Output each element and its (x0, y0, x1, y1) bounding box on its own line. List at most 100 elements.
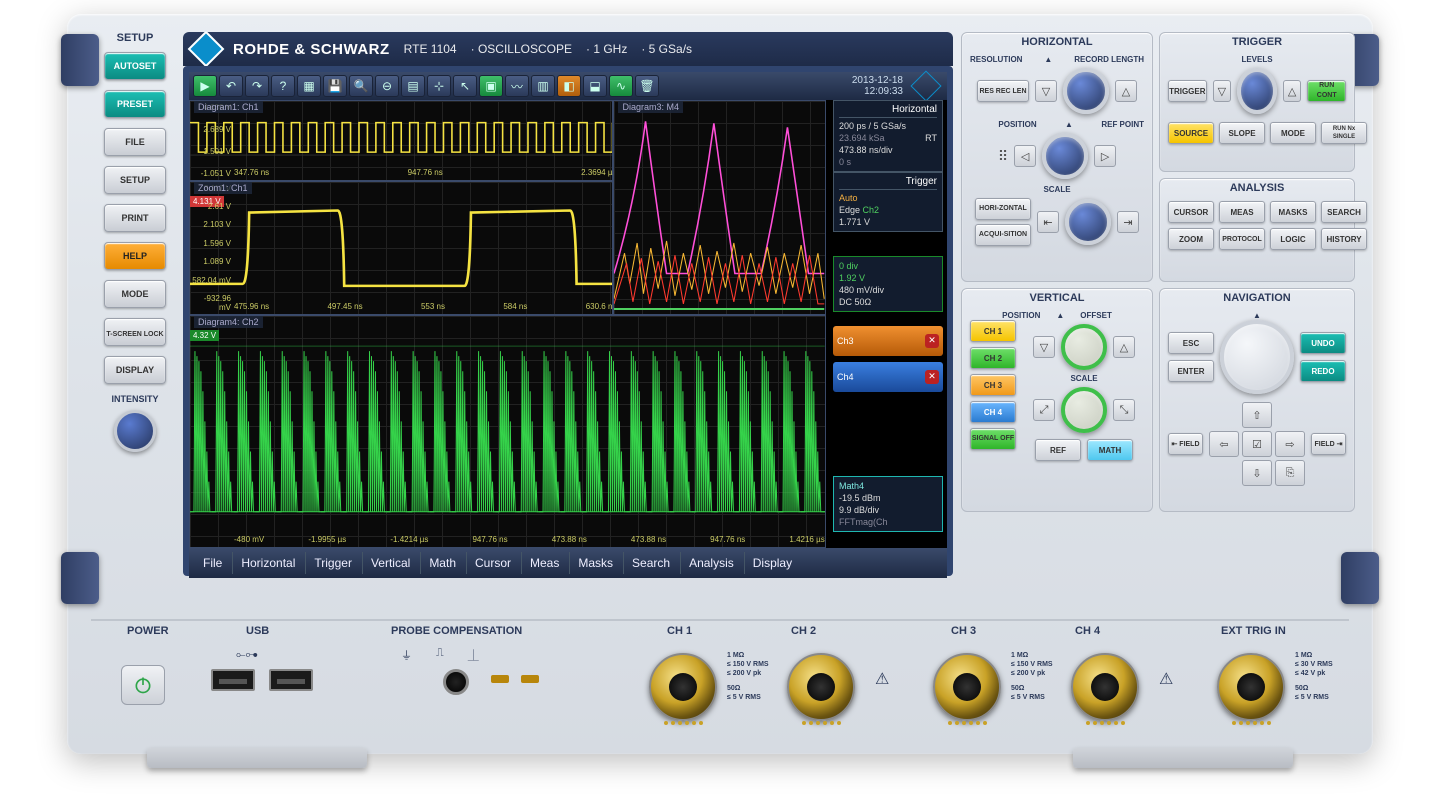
intensity-knob[interactable] (114, 410, 156, 452)
pane-diagram4[interactable]: Diagram4: Ch2 4.32 V -480 mV -1.9955 µs-… (189, 315, 826, 548)
ch4-button[interactable]: CH 4 (970, 401, 1016, 423)
enter-button[interactable]: ENTER (1168, 360, 1214, 382)
ch1-button[interactable]: CH 1 (970, 320, 1016, 342)
vertical-scale-knob[interactable] (1061, 387, 1107, 433)
field-left-button[interactable]: ⇤ FIELD (1168, 433, 1203, 455)
cursor-button[interactable]: CURSOR (1168, 201, 1214, 223)
nav-right-icon[interactable]: ⇨ (1275, 431, 1305, 457)
bnc-ch3[interactable] (933, 653, 1001, 721)
horizontal-resolution-knob[interactable] (1063, 68, 1109, 114)
up-arrow-icon[interactable]: △ (1115, 80, 1137, 102)
menu-trigger[interactable]: Trigger (305, 552, 360, 574)
bnc-ch4[interactable] (1071, 653, 1139, 721)
menu-math[interactable]: Math (420, 552, 464, 574)
mode-button[interactable]: MODE (104, 280, 166, 308)
left-arrow-icon[interactable]: ◁ (1014, 145, 1036, 167)
protocol-button[interactable]: PROTOCOL (1219, 228, 1265, 250)
ref-button[interactable]: REF (1035, 439, 1081, 461)
help-button[interactable]: HELP (104, 242, 166, 270)
trigger-button[interactable]: TRIGGER (1168, 80, 1207, 102)
autoset-button[interactable]: AUTOSET (104, 52, 166, 80)
trigger-info[interactable]: Trigger Auto Edge Ch2 1.771 V (833, 172, 943, 232)
math-button[interactable]: MATH (1087, 439, 1133, 461)
tb-wave-icon[interactable]: 〰 (505, 75, 529, 97)
meas-button[interactable]: MEAS (1219, 201, 1265, 223)
menu-masks[interactable]: Masks (569, 552, 621, 574)
ch2-info[interactable]: 0 div 1.92 V 480 mV/div DC 50Ω (833, 256, 943, 312)
probe-pin-1[interactable] (491, 675, 509, 683)
vertical-position-knob[interactable] (1061, 324, 1107, 370)
acquisition-button[interactable]: ACQUI-SITION (975, 224, 1031, 246)
vscale-down-icon[interactable]: ⤢ (1033, 399, 1055, 421)
up-arrow-icon[interactable]: △ (1283, 80, 1302, 102)
pane-diagram3[interactable]: Diagram3: M4 (613, 100, 825, 315)
menu-meas[interactable]: Meas (521, 552, 567, 574)
down-arrow-icon[interactable]: ▽ (1033, 336, 1055, 358)
nav-down-icon[interactable]: ⇩ (1242, 460, 1272, 486)
setup-button[interactable]: SETUP (104, 166, 166, 194)
signaloff-button[interactable]: SIGNAL OFF (970, 428, 1016, 450)
menu-cursor[interactable]: Cursor (466, 552, 519, 574)
horizontal-button[interactable]: HORI-ZONTAL (975, 198, 1031, 220)
close-icon[interactable]: ✕ (925, 334, 939, 348)
down-arrow-icon[interactable]: ▽ (1213, 80, 1232, 102)
bnc-ch1[interactable] (649, 653, 717, 721)
tb-mask-icon[interactable]: ▣ (479, 75, 503, 97)
tb-undo-icon[interactable]: ↶ (219, 75, 243, 97)
usb-port-1[interactable] (211, 669, 255, 691)
tb-grid-icon[interactable]: ▤ (401, 75, 425, 97)
menu-display[interactable]: Display (744, 552, 800, 574)
menu-file[interactable]: File (195, 552, 230, 574)
res-reclen-button[interactable]: RES REC LEN (977, 80, 1029, 102)
bnc-ch2[interactable] (787, 653, 855, 721)
nav-left-icon[interactable]: ⇦ (1209, 431, 1239, 457)
search-button[interactable]: SEARCH (1321, 201, 1367, 223)
nav-up-icon[interactable]: ⇧ (1242, 402, 1272, 428)
navigation-knob[interactable] (1220, 320, 1294, 394)
tb-zoom-icon[interactable]: 🔍 (349, 75, 373, 97)
tb-delete-icon[interactable]: 🗑 (635, 75, 659, 97)
display-button[interactable]: DISPLAY (104, 356, 166, 384)
tb-run-icon[interactable]: ▶ (193, 75, 217, 97)
tb-layout-icon[interactable]: ▦ (297, 75, 321, 97)
tscreenlock-button[interactable]: T-SCREEN LOCK (104, 318, 166, 346)
right-arrow-icon[interactable]: ▷ (1094, 145, 1116, 167)
nav-tab-icon[interactable]: ⎘ (1275, 460, 1305, 486)
logic-button[interactable]: LOGIC (1270, 228, 1316, 250)
math4-info[interactable]: Math4 -19.5 dBm 9.9 dB/div FFTmag(Ch (833, 476, 943, 532)
tb-ref-icon[interactable]: ⬓ (583, 75, 607, 97)
menu-horizontal[interactable]: Horizontal (232, 552, 303, 574)
tb-help-icon[interactable]: ? (271, 75, 295, 97)
down-arrow-icon[interactable]: ▽ (1035, 80, 1057, 102)
nav-ok-icon[interactable]: ☑ (1242, 431, 1272, 457)
ch3-button[interactable]: CH 3 (970, 374, 1016, 396)
horizontal-scale-knob[interactable] (1065, 199, 1111, 245)
up-arrow-icon[interactable]: △ (1113, 336, 1135, 358)
tb-redo-icon[interactable]: ↷ (245, 75, 269, 97)
menu-analysis[interactable]: Analysis (680, 552, 742, 574)
menu-search[interactable]: Search (623, 552, 678, 574)
ch2-button[interactable]: CH 2 (970, 347, 1016, 369)
runcont-button[interactable]: RUN CONT (1307, 80, 1346, 102)
tb-save-icon[interactable]: 💾 (323, 75, 347, 97)
runnx-button[interactable]: RUN Nx SINGLE (1321, 122, 1367, 144)
file-button[interactable]: FILE (104, 128, 166, 156)
ch3-badge[interactable]: Ch3✕ (833, 326, 943, 356)
tb-hist-icon[interactable]: ▥ (531, 75, 555, 97)
print-button[interactable]: PRINT (104, 204, 166, 232)
power-button[interactable] (121, 665, 165, 705)
bnc-exttrig[interactable] (1217, 653, 1285, 721)
trigmode-button[interactable]: MODE (1270, 122, 1316, 144)
probe-jack[interactable] (443, 669, 469, 695)
field-right-button[interactable]: FIELD ⇥ (1311, 433, 1346, 455)
esc-button[interactable]: ESC (1168, 332, 1214, 354)
tb-out-icon[interactable]: ⊖ (375, 75, 399, 97)
zoom-button[interactable]: ZOOM (1168, 228, 1214, 250)
probe-pin-2[interactable] (521, 675, 539, 683)
horizontal-info[interactable]: Horizontal 200 ps / 5 GSa/s 23.694 kSa R… (833, 100, 943, 172)
scale-out-icon[interactable]: ⇥ (1117, 211, 1139, 233)
pane-zoom1[interactable]: Zoom1: Ch1 4.131 V 3.117 V2.61 V 2.103 V… (189, 181, 613, 315)
scale-in-icon[interactable]: ⇤ (1037, 211, 1059, 233)
tb-cursor-icon[interactable]: ⊹ (427, 75, 451, 97)
pane-diagram1[interactable]: Diagram1: Ch1 4.639 V2.689 V 1.501 V-1.0… (189, 100, 613, 181)
